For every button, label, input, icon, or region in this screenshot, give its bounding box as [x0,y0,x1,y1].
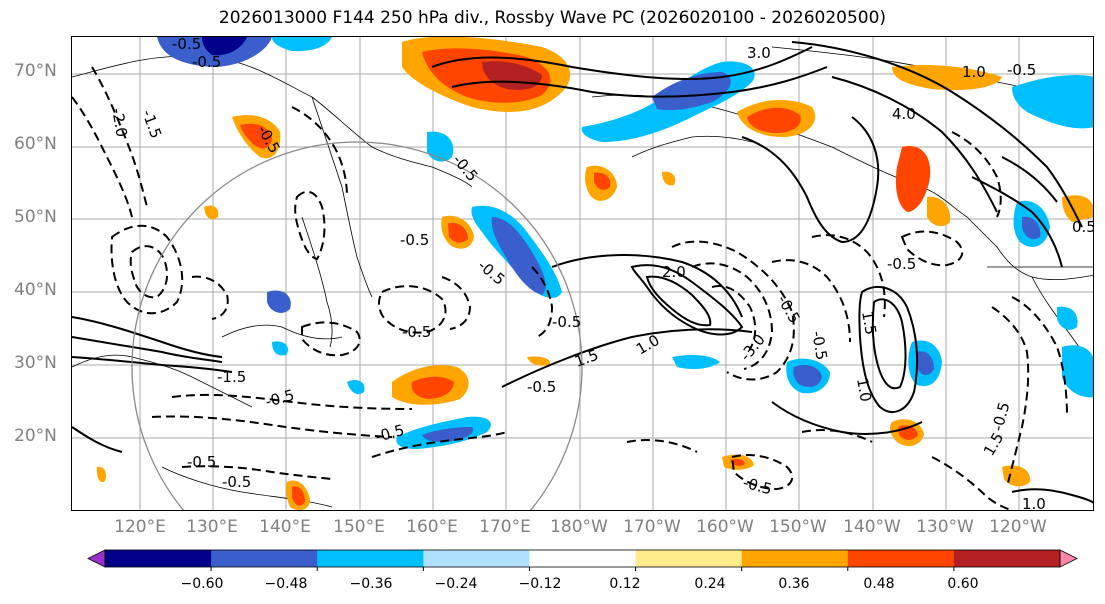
contour-label: 1.5 [980,429,1008,459]
contour-label: -0.5 [263,386,296,411]
contour-label: 0.5 [1072,218,1094,236]
contour-label: -1.5 [217,368,246,386]
colorbar-cell [635,550,743,567]
colorbar-extend-low [87,549,106,568]
lat-label-40n: 40°N [14,280,57,300]
lon-label-140w: 140°W [843,517,901,537]
colorbar-tick: −0.36 [349,576,393,592]
colorbar-tick: 0.36 [778,576,810,592]
colorbar-cell [317,550,424,567]
contour-label: -2.0 [108,107,131,139]
reference-circle [131,141,583,510]
graticule [72,37,1093,510]
colorbar-tick: −0.12 [518,576,562,592]
colorbar-tick: −0.24 [434,576,478,592]
contour-label: -0.5 [1007,61,1036,79]
lon-label-170e: 170°E [479,517,531,537]
map-canvas: -0.5 -2.0 -1.5 -0.5 3.0 1.0 -0.5 4.0 -0.… [72,37,1094,511]
colorbar-cell [741,550,849,567]
lon-label-120w: 120°W [989,517,1047,537]
contour-label: -0.5 [172,37,201,53]
contour-label: -0.5 [887,255,916,273]
map-panel: -0.5 -2.0 -1.5 -0.5 3.0 1.0 -0.5 4.0 -0.… [71,36,1094,511]
lat-label-60n: 60°N [14,134,57,154]
lon-label-140e: 140°E [259,517,311,537]
colorbar-tick: 0.60 [947,576,979,592]
lon-label-160w: 160°W [696,517,754,537]
negative-contours [72,66,1068,510]
lon-label-170w: 170°W [623,517,681,537]
lon-label-130e: 130°E [186,517,238,537]
contour-label: -0.5 [222,473,251,491]
contour-label: 3.0 [747,44,771,62]
lon-label-130w: 130°W [916,517,974,537]
positive-contours [72,41,1093,504]
lon-label-150w: 150°W [769,517,827,537]
lat-label-50n: 50°N [14,207,57,227]
contour-label: 1.5 [572,346,601,371]
contour-label: -0.5 [400,231,429,249]
colorbar-tick: 0.48 [863,576,895,592]
colorbar-outline [104,549,1061,568]
lon-label-160e: 160°E [406,517,458,537]
colorbar-cell [953,550,1061,567]
contour-label: -1.5 [138,107,165,141]
contour-label: -0.5 [527,378,556,396]
contour-label: 1.0 [1022,495,1046,511]
lon-label-150e: 150°E [333,517,385,537]
contour-label: -0.5 [552,313,581,331]
colorbar-cell [423,550,530,567]
contour-label: 1.0 [853,377,875,404]
contour-label: -0.5 [402,323,431,341]
contour-label: -0.5 [192,53,221,71]
colorbar-tick: −0.60 [180,576,224,592]
contour-label: 1.0 [962,63,986,81]
contour-label: -0.5 [187,453,216,471]
colorbar-tick: 0.24 [694,576,726,592]
map-title: 2026013000 F144 250 hPa div., Rossby Wav… [218,8,887,28]
contour-label: -0.5 [988,400,1013,433]
colorbar [87,549,1078,571]
contour-label: -3.0 [736,331,769,365]
colorbar-tick: 0.12 [609,576,641,592]
colorbar-cell [529,550,637,567]
contour-label: -0.5 [449,151,482,185]
colorbar-tick: −0.48 [264,576,308,592]
contour-label: 2.0 [662,263,686,281]
contour-label: 4.0 [892,105,916,123]
lat-label-70n: 70°N [14,61,57,81]
contour-label: -0.5 [741,473,774,498]
contour-label: -0.5 [808,330,831,362]
colorbar-cell [847,550,955,567]
colorbar-cell [105,550,212,567]
lon-label-180w: 180°W [550,517,608,537]
divergence-shading [96,37,1093,510]
lon-label-120e: 120°E [114,517,166,537]
colorbar-cell [211,550,318,567]
colorbar-extend-high [1059,549,1078,568]
lat-label-20n: 20°N [14,426,57,446]
contour-label: 1.5 [858,310,880,337]
contour-label: -0.5 [474,256,508,289]
lat-label-30n: 30°N [14,353,57,373]
